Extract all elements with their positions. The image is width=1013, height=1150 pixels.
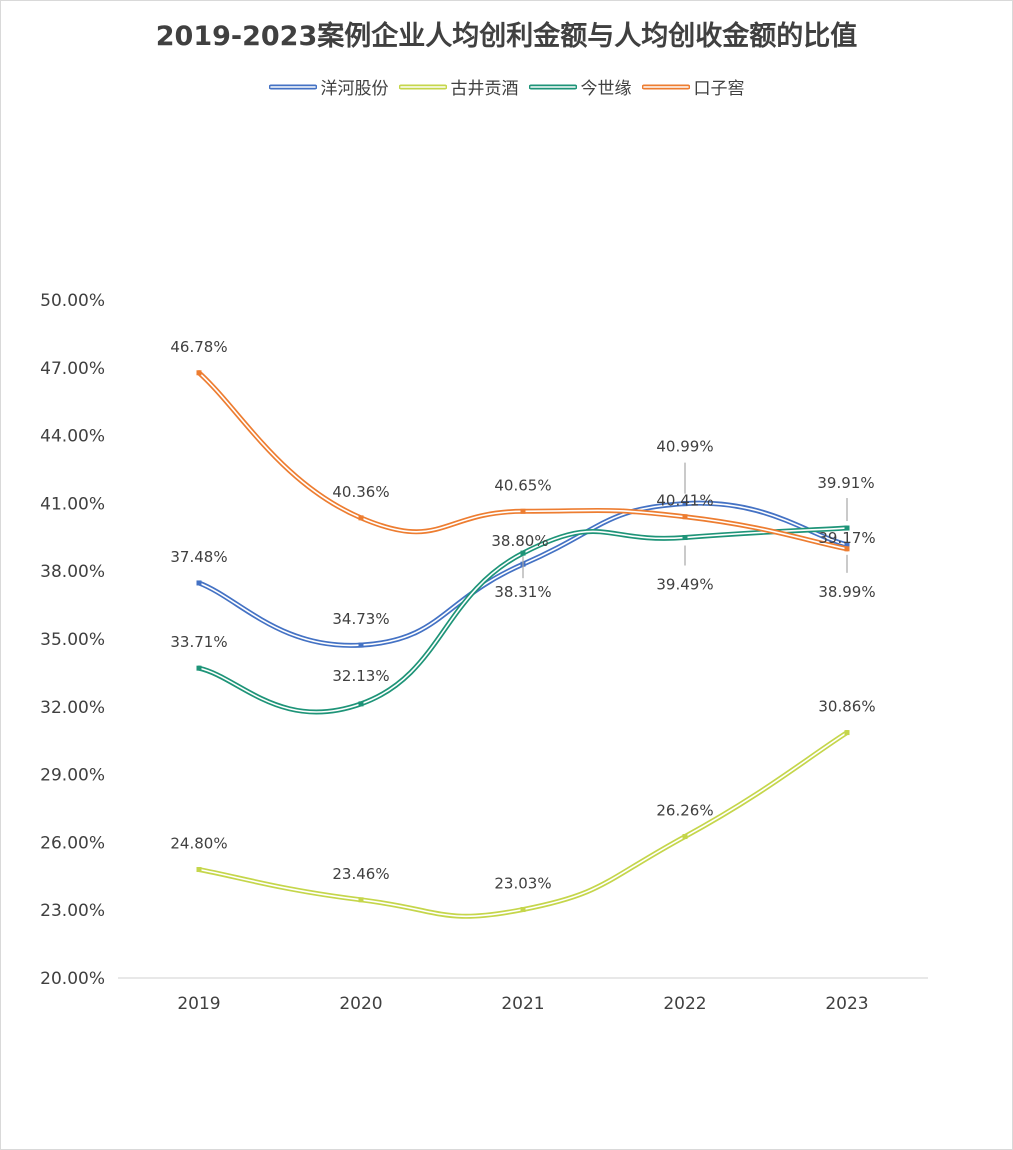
y-tick-label: 26.00% — [40, 833, 105, 853]
data-label: 38.99% — [818, 583, 875, 601]
data-point — [196, 580, 202, 586]
legend-item-2[interactable]: 今世缘 — [528, 74, 632, 99]
data-point — [844, 546, 850, 552]
legend-label-2: 今世缘 — [580, 79, 632, 99]
data-label: 37.48% — [170, 548, 227, 566]
data-point — [844, 730, 850, 736]
chart-title: 2019-2023案例企业人均创利金额与人均创收金额的比值 — [155, 21, 858, 52]
data-label: 40.65% — [494, 476, 551, 494]
data-label: 30.86% — [818, 698, 875, 716]
series-line-3 — [196, 370, 850, 552]
legend-item-3[interactable]: 口子窖 — [641, 74, 745, 99]
y-tick-label: 47.00% — [40, 359, 105, 379]
legend-swatch-1 — [398, 84, 447, 89]
data-label: 32.13% — [332, 667, 389, 685]
data-point — [358, 701, 364, 707]
x-tick-label: 2022 — [663, 994, 706, 1014]
data-label: 40.36% — [332, 483, 389, 501]
y-tick-label: 38.00% — [40, 562, 105, 582]
data-label: 34.73% — [332, 610, 389, 628]
series-line-inner-2 — [198, 527, 848, 713]
data-point — [844, 542, 850, 548]
legend: 洋河股份 古井贡酒 今世缘 口子窖 — [0, 74, 1013, 99]
data-label: 38.31% — [494, 583, 551, 601]
data-label: 40.41% — [656, 492, 713, 510]
y-tick-label: 20.00% — [40, 969, 105, 989]
legend-swatch-3 — [641, 84, 690, 89]
series-line-inner-3 — [198, 371, 848, 550]
x-tick-label: 2019 — [177, 994, 220, 1014]
data-label: 33.71% — [170, 633, 227, 651]
data-point — [520, 907, 526, 913]
legend-item-0[interactable]: 洋河股份 — [268, 74, 389, 99]
data-point — [682, 501, 688, 507]
data-label: 24.80% — [170, 835, 227, 853]
data-label: 46.78% — [170, 338, 227, 356]
data-label: 23.46% — [332, 865, 389, 883]
data-label: 26.26% — [656, 802, 713, 820]
series-line-2 — [196, 525, 850, 715]
data-label: 39.91% — [817, 474, 874, 492]
data-point — [520, 550, 526, 556]
legend-swatch-0 — [268, 84, 317, 89]
legend-label-1: 古井贡酒 — [450, 79, 519, 99]
data-point — [682, 514, 688, 520]
x-tick-label: 2023 — [825, 994, 868, 1014]
data-point — [358, 897, 364, 903]
legend-label-3: 口子窖 — [693, 79, 745, 99]
data-point — [196, 370, 202, 376]
legend-item-1[interactable]: 古井贡酒 — [398, 74, 519, 99]
y-tick-label: 23.00% — [40, 901, 105, 921]
data-point — [520, 508, 526, 514]
y-tick-label: 32.00% — [40, 698, 105, 718]
data-point — [682, 834, 688, 840]
y-tick-label: 44.00% — [40, 427, 105, 447]
data-label: 38.80% — [491, 532, 548, 550]
y-tick-label: 41.00% — [40, 494, 105, 514]
data-label: 23.03% — [494, 875, 551, 893]
data-point — [844, 525, 850, 531]
data-label: 40.99% — [656, 438, 713, 456]
data-point — [682, 535, 688, 541]
data-point — [196, 867, 202, 873]
data-point — [358, 515, 364, 521]
x-tick-label: 2020 — [339, 994, 382, 1014]
x-tick-label: 2021 — [501, 994, 544, 1014]
y-tick-label: 29.00% — [40, 766, 105, 786]
legend-swatch-2 — [528, 84, 577, 89]
y-tick-label: 35.00% — [40, 630, 105, 650]
data-label: 39.49% — [656, 576, 713, 594]
y-tick-label: 50.00% — [40, 291, 105, 311]
data-point — [196, 665, 202, 671]
data-label: 39.17% — [818, 529, 875, 547]
legend-label-0: 洋河股份 — [320, 79, 389, 99]
data-point — [358, 642, 364, 648]
